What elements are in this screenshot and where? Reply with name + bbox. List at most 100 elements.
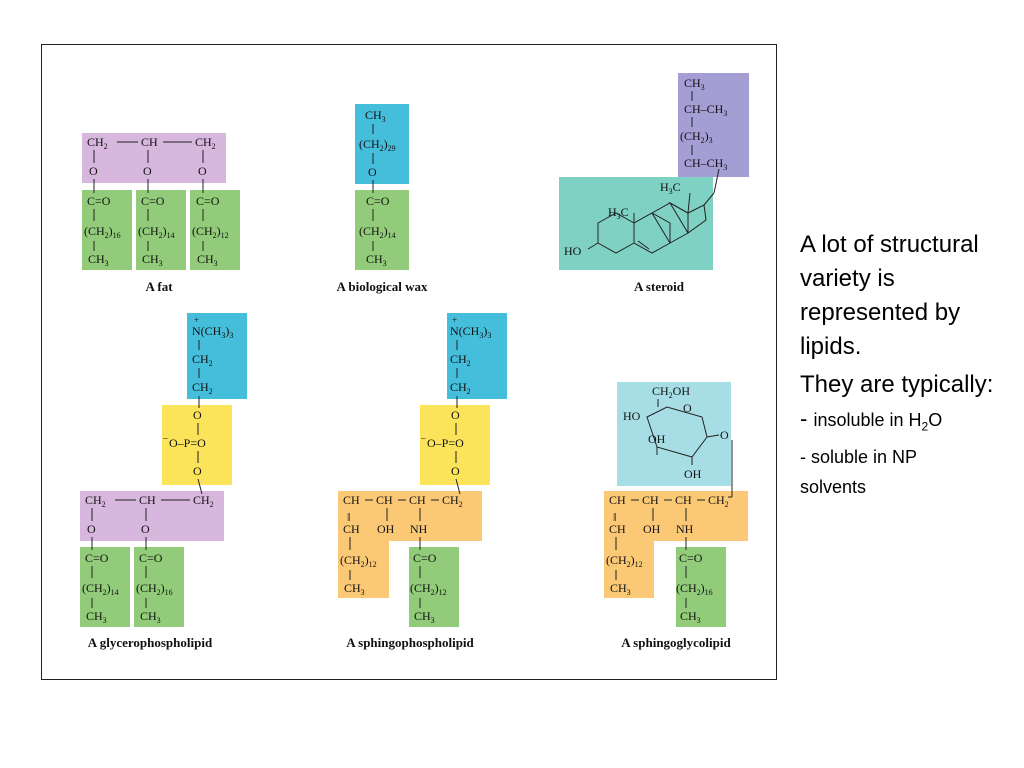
fat-chain-block-3 [190, 190, 240, 270]
sgl-co: C=O [679, 551, 703, 565]
spl-co: C=O [413, 551, 437, 565]
spl-minus: – [420, 433, 426, 443]
gpl-glycerol-block [80, 491, 224, 541]
gpl-ch2-3: CH2 [193, 493, 214, 509]
sgl-sph-chain: (CH2)12 [606, 553, 643, 569]
wax-ch2-14: (CH2)14 [359, 224, 396, 240]
wax-structure: CH3 (CH2)29 O C=O (CH2)14 CH3 A biologic… [336, 108, 428, 294]
sgl-ch-5: CH [609, 522, 626, 536]
sgl-ch-3: CH [675, 493, 692, 507]
spl-o-bottom: O [451, 464, 460, 478]
spl-acyl-ch3: CH3 [414, 609, 435, 625]
sgl-ho: HO [623, 409, 641, 423]
steroid-ch3-top: CH3 [684, 76, 705, 92]
sgl-oh-1: OH [648, 432, 666, 446]
gpl-chain-2: (CH2)16 [136, 581, 173, 597]
fat-o-3: O [198, 164, 207, 178]
gpl-ch2-1: CH2 [85, 493, 106, 509]
bullet-dash: - [800, 406, 814, 431]
spl-chain-block [409, 547, 459, 627]
sgl-ch2oh: CH2OH [652, 384, 690, 400]
gpl-choline-block [187, 313, 247, 399]
steroid-h3c-1: H3C [608, 205, 629, 221]
fat-co-1: C=O [87, 194, 111, 208]
fat-co-3: C=O [196, 194, 220, 208]
fat-o-2: O [143, 164, 152, 178]
sgl-sphingosine-block [604, 491, 748, 598]
spl-acyl-chain: (CH2)12 [410, 581, 447, 597]
bullet-insoluble: - insoluble in H2O [800, 404, 1015, 442]
sgl-double-bond: ‖ [613, 510, 616, 524]
gpl-ch: CH [139, 493, 156, 507]
steroid-rings [587, 168, 720, 254]
fat-glycerol-block [82, 133, 226, 183]
spl-sphingosine-block [338, 491, 482, 598]
caption-sphingophospholipid: A sphingophospholipid [346, 635, 474, 650]
spl-sph-ch3: CH3 [344, 581, 365, 597]
wax-ch2-29: (CH2)29 [359, 137, 396, 153]
gpl-plus: + [194, 315, 199, 325]
spl-ch2-b: CH2 [450, 380, 471, 396]
bullet-soluble: - soluble in NP solvents [800, 446, 917, 497]
gpl-ch2-b: CH2 [192, 380, 213, 396]
wax-ch3-top: CH3 [365, 108, 386, 124]
sgl-ch2-4: CH2 [708, 493, 729, 509]
sgl-chain-block [676, 547, 726, 627]
sphingoglycolipid-structure: CH2OH O HO O OH OH CH CH CH CH2 ‖ CH OH … [606, 384, 733, 650]
spl-double-bond: ‖ [347, 510, 350, 524]
sphingophospholipid-structure: + N(CH3)3 CH2 CH2 O – O–P=O O CH CH CH C… [340, 315, 491, 650]
steroid-ring-block [559, 177, 713, 270]
sgl-sph-ch3: CH3 [610, 581, 631, 597]
spl-plus: + [452, 315, 457, 325]
spl-o-top: O [451, 408, 460, 422]
sgl-oh-2: OH [684, 467, 702, 481]
wax-co: C=O [366, 194, 390, 208]
steroid-sidechain-block [678, 73, 749, 177]
sgl-oh-3: OH [643, 522, 661, 536]
spl-oh: OH [377, 522, 395, 536]
lipid-structures-svg: CH2 CH CH2 O O O C=O C=O C=O (CH2)16 (CH… [80, 73, 749, 650]
wax-ch3-bottom: CH3 [366, 252, 387, 268]
glycerophospholipid-structure: + N(CH3)3 CH2 CH2 O – O–P=O O CH2 CH CH2… [82, 315, 233, 650]
fat-ch: CH [141, 135, 158, 149]
color-blocks [80, 73, 749, 627]
gpl-minus: – [162, 433, 168, 443]
gpl-phosphate: O–P=O [169, 436, 206, 450]
caption-wax: A biological wax [336, 279, 428, 294]
caption-glycerophospholipid: A glycerophospholipid [88, 635, 213, 650]
steroid-ch2-3: (CH2)3 [680, 129, 713, 145]
fat-structure: CH2 CH CH2 O O O C=O C=O C=O (CH2)16 (CH… [84, 135, 229, 294]
spl-ch-2: CH [376, 493, 393, 507]
wax-acid-block [355, 190, 409, 270]
sgl-glycosidic-o: O [720, 428, 729, 442]
caption-sphingoglycolipid: A sphingoglycolipid [621, 635, 731, 650]
gpl-nme3: N(CH3)3 [192, 324, 233, 340]
steroid-h3c-2: H3C [660, 180, 681, 196]
fat-chain-1: (CH2)16 [84, 224, 121, 240]
side-typically-text: They are typically: [800, 371, 994, 398]
spl-nme3: N(CH3)3 [450, 324, 491, 340]
spl-ch-1: CH [343, 493, 360, 507]
fat-chain-2: (CH2)14 [138, 224, 175, 240]
wax-alcohol-block [355, 104, 409, 184]
fat-chain-block-2 [136, 190, 186, 270]
gpl-o-bottom: O [193, 464, 202, 478]
side-text-panel: A lot of structural variety is represent… [800, 228, 1015, 502]
gpl-chain-1: (CH2)14 [82, 581, 119, 597]
sgl-sugar-ring [646, 399, 733, 498]
fat-ch2-1: CH2 [87, 135, 108, 151]
lipid-structures-figure: CH2 CH CH2 O O O C=O C=O C=O (CH2)16 (CH… [41, 44, 777, 680]
fat-o-1: O [89, 164, 98, 178]
fat-chain-block-1 [82, 190, 132, 270]
gpl-o-2: O [141, 522, 150, 536]
gpl-phosphate-block [162, 405, 232, 485]
sgl-ch-1: CH [609, 493, 626, 507]
steroid-structure: CH3 CH–CH3 (CH2)3 CH–CH3 H3C H3C HO A st… [564, 76, 727, 294]
fat-ch3-1: CH3 [88, 252, 109, 268]
spl-phosphate-block [420, 405, 490, 485]
sgl-ch-2: CH [642, 493, 659, 507]
gpl-ch3-1: CH3 [86, 609, 107, 625]
bullet-insoluble-o: O [928, 410, 943, 430]
gpl-co-1: C=O [85, 551, 109, 565]
spl-sph-chain: (CH2)12 [340, 553, 377, 569]
